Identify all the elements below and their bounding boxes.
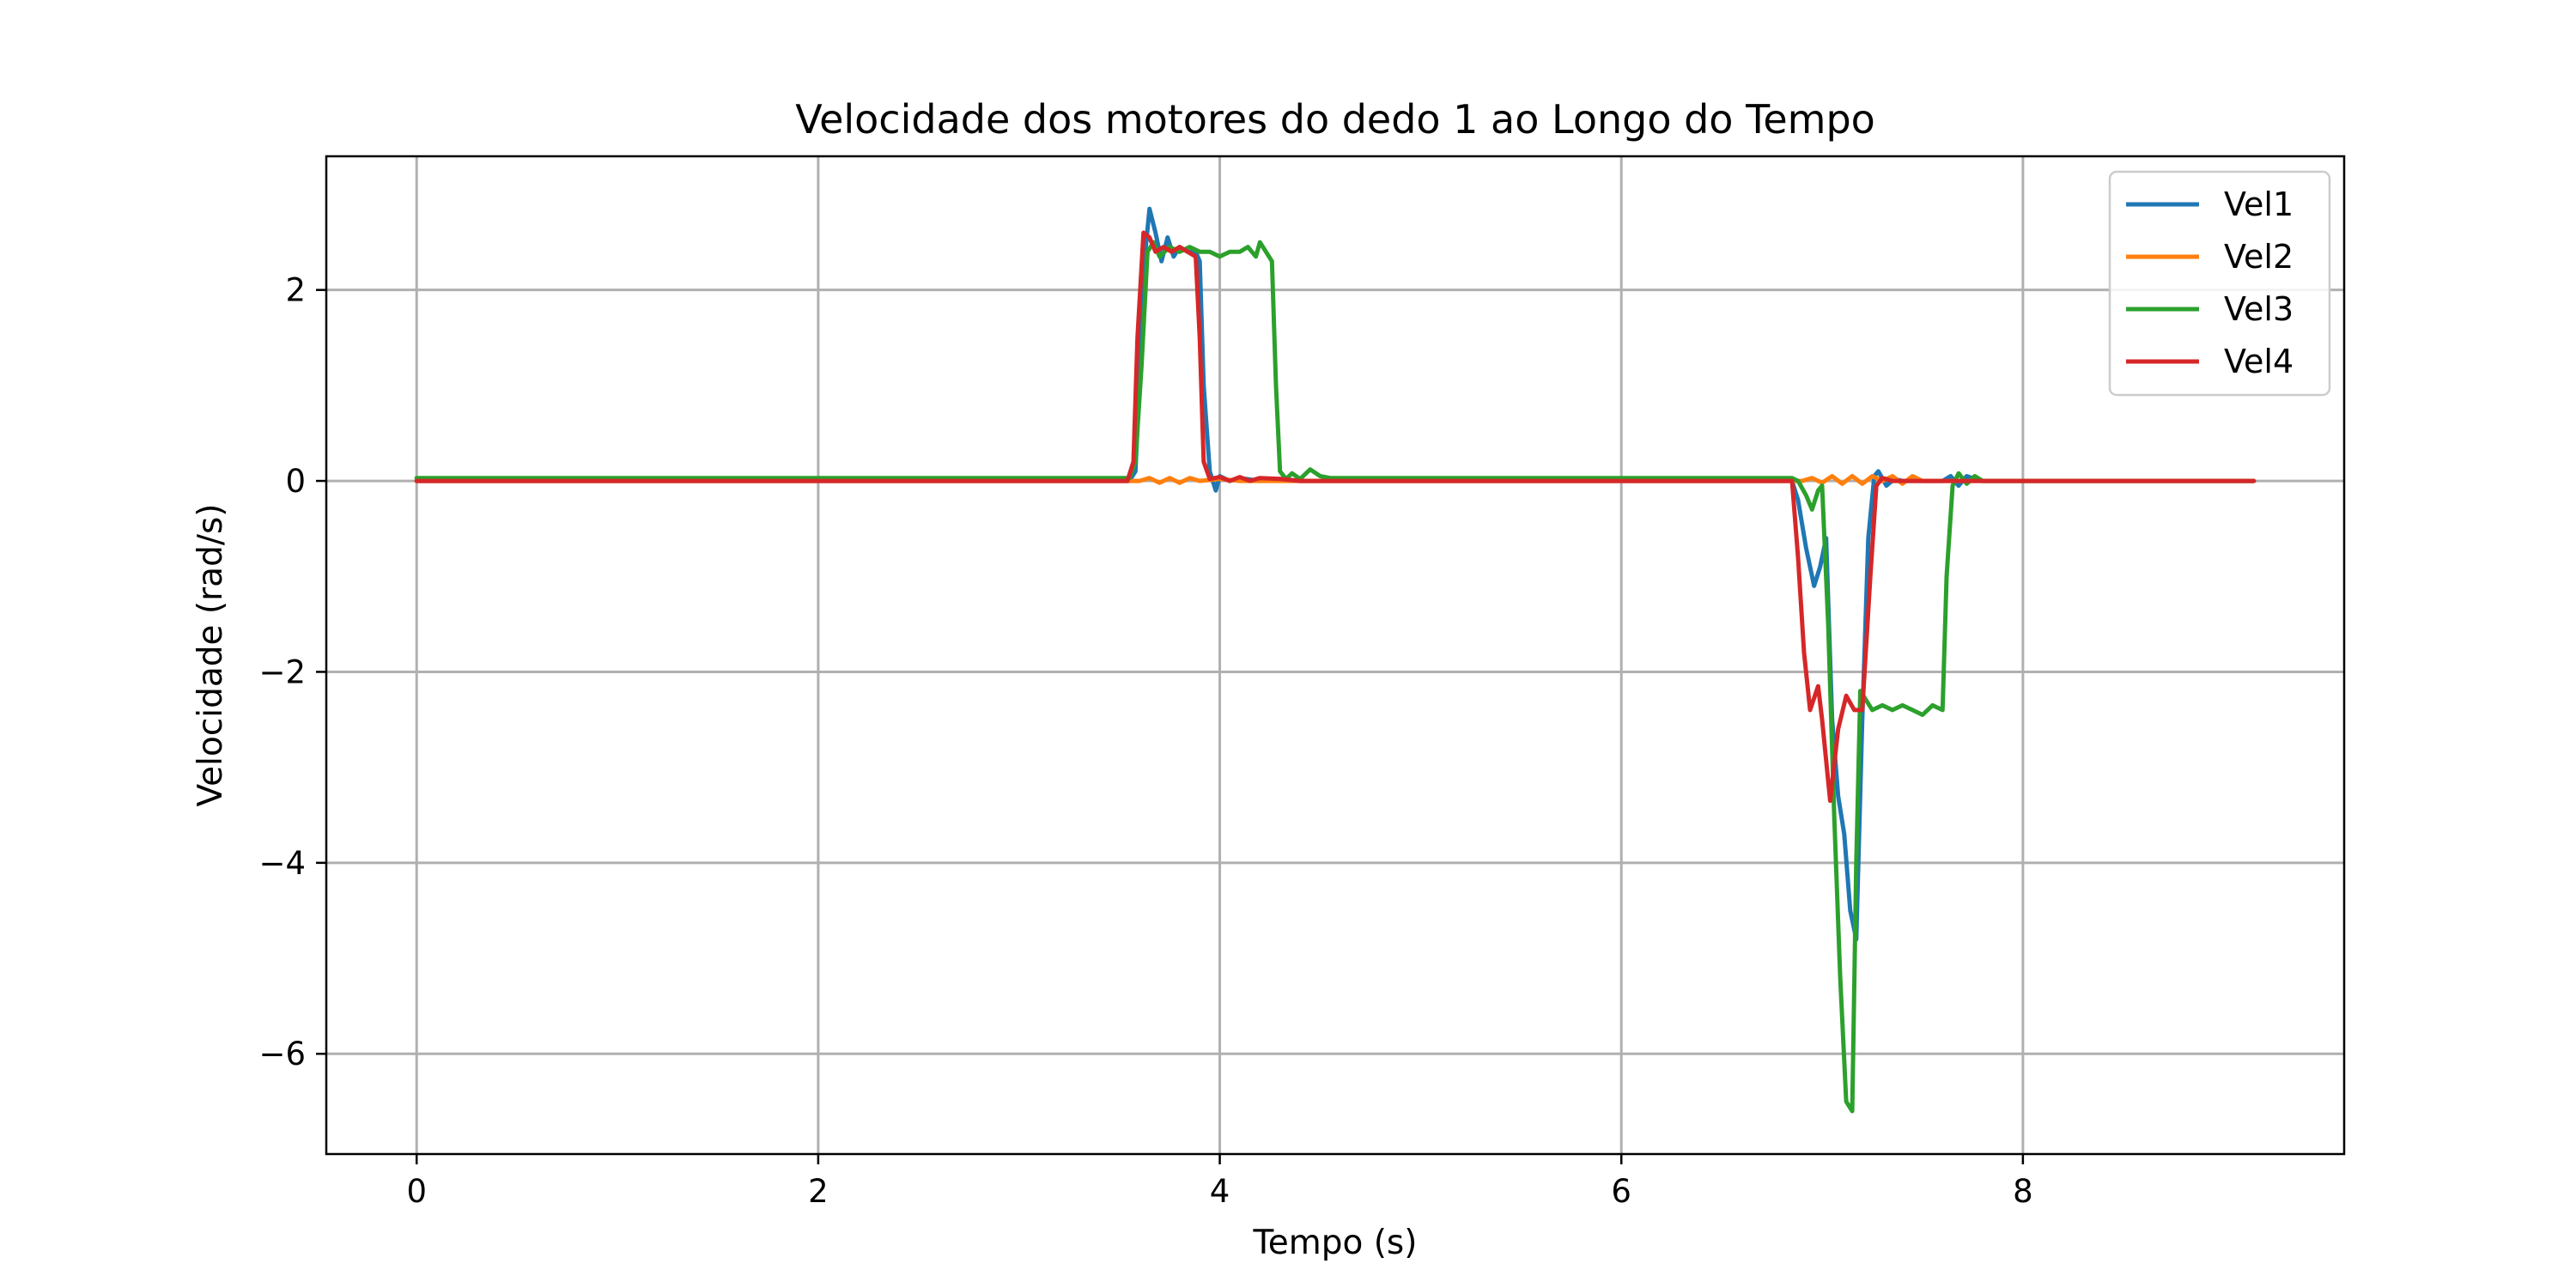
series-line-vel3 bbox=[414, 240, 2257, 1114]
x-tick-label: 2 bbox=[808, 1173, 829, 1210]
legend-box bbox=[2108, 170, 2331, 397]
chart-title: Velocidade dos motores do dedo 1 ao Long… bbox=[795, 96, 1875, 143]
axis-ticks: 0 2 4 6 8 2 0 −2 −4 −6 bbox=[258, 272, 2032, 1210]
legend: Vel1 Vel2 Vel3 Vel4 bbox=[2108, 170, 2331, 397]
series-line-vel4 bbox=[414, 230, 2257, 804]
legend-label-vel3: Vel3 bbox=[2224, 290, 2293, 328]
series-lines bbox=[414, 206, 2257, 1114]
x-tick-label: 4 bbox=[1210, 1173, 1230, 1210]
x-tick-label: 0 bbox=[406, 1173, 427, 1210]
x-tick-label: 6 bbox=[1611, 1173, 1631, 1210]
y-axis-label: Velocidade (rad/s) bbox=[191, 504, 230, 807]
legend-label-vel2: Vel2 bbox=[2224, 238, 2293, 276]
y-tick-label: −6 bbox=[258, 1036, 306, 1072]
y-tick-label: 2 bbox=[285, 272, 306, 309]
y-tick-label: −2 bbox=[258, 653, 306, 690]
legend-label-vel1: Vel1 bbox=[2224, 185, 2293, 223]
legend-label-vel4: Vel4 bbox=[2224, 343, 2293, 380]
y-tick-label: 0 bbox=[285, 463, 306, 500]
plot-frame bbox=[325, 155, 2346, 1156]
series-line-vel2 bbox=[414, 474, 2257, 486]
x-tick-label: 8 bbox=[2013, 1173, 2033, 1210]
x-axis-label: Tempo (s) bbox=[1253, 1224, 1418, 1262]
y-tick-label: −4 bbox=[258, 845, 306, 882]
